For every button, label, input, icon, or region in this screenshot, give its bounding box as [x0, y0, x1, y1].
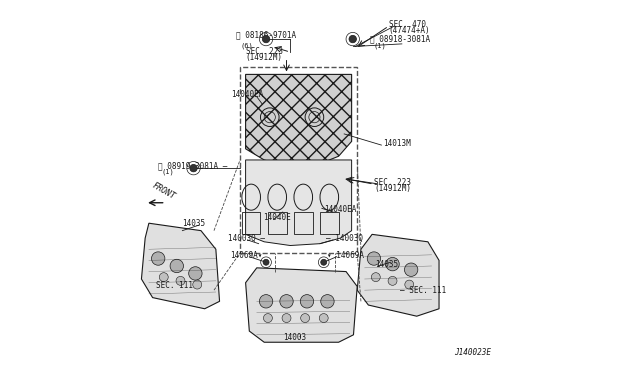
Text: SEC. 223: SEC. 223 — [374, 178, 411, 187]
Circle shape — [404, 263, 418, 276]
Circle shape — [405, 280, 413, 289]
Text: ▾ 14069A: ▾ 14069A — [326, 251, 364, 260]
Polygon shape — [246, 160, 351, 246]
Circle shape — [321, 259, 326, 265]
Circle shape — [349, 35, 356, 43]
Polygon shape — [246, 74, 351, 167]
Text: 14040EA: 14040EA — [231, 90, 263, 99]
Circle shape — [176, 276, 185, 285]
Bar — [320, 212, 339, 234]
Circle shape — [371, 273, 380, 282]
Text: (6): (6) — [241, 43, 253, 49]
Circle shape — [319, 314, 328, 323]
Text: 14013M: 14013M — [383, 139, 411, 148]
Text: Ⓑ 08186-9701A: Ⓑ 08186-9701A — [236, 31, 296, 40]
Text: Ⓝ 08918-3081A: Ⓝ 08918-3081A — [370, 35, 430, 44]
Text: SEC. 111: SEC. 111 — [156, 281, 193, 290]
Circle shape — [189, 267, 202, 280]
Text: 14040EA: 14040EA — [324, 205, 356, 214]
Bar — [294, 212, 312, 234]
Circle shape — [367, 252, 381, 265]
Circle shape — [301, 314, 310, 323]
Polygon shape — [357, 234, 439, 316]
Circle shape — [388, 276, 397, 285]
Text: 14003Q ―: 14003Q ― — [228, 234, 265, 243]
Circle shape — [321, 295, 334, 308]
Bar — [242, 212, 260, 234]
Circle shape — [280, 295, 293, 308]
Text: 14035: 14035 — [375, 260, 398, 269]
Circle shape — [159, 273, 168, 282]
Text: (47474+A): (47474+A) — [389, 26, 431, 35]
Circle shape — [386, 257, 399, 271]
Text: (14912M): (14912M) — [246, 53, 283, 62]
Circle shape — [152, 252, 165, 265]
Text: 14035: 14035 — [182, 219, 205, 228]
Circle shape — [282, 314, 291, 323]
Text: 14040E: 14040E — [264, 213, 291, 222]
Text: FRONT: FRONT — [151, 180, 177, 201]
Circle shape — [300, 295, 314, 308]
Text: SEC. 470: SEC. 470 — [389, 20, 426, 29]
Bar — [240, 67, 357, 253]
Text: (1): (1) — [374, 42, 387, 49]
Polygon shape — [246, 268, 357, 342]
Text: 14003: 14003 — [283, 333, 306, 342]
Text: J140023E: J140023E — [454, 348, 491, 357]
Text: (14912M): (14912M) — [374, 184, 411, 193]
Circle shape — [264, 314, 273, 323]
Text: Ⓝ 08919-3081A ―: Ⓝ 08919-3081A ― — [158, 161, 228, 170]
Text: SEC. 223: SEC. 223 — [246, 47, 283, 56]
Text: — SEC. 111: — SEC. 111 — [400, 286, 446, 295]
Circle shape — [170, 259, 184, 273]
Circle shape — [190, 164, 197, 172]
Text: (1): (1) — [162, 169, 175, 175]
Polygon shape — [141, 223, 220, 309]
Circle shape — [263, 259, 269, 265]
Circle shape — [259, 295, 273, 308]
Bar — [268, 212, 287, 234]
Text: 14069A▾: 14069A▾ — [230, 251, 262, 260]
Circle shape — [193, 280, 202, 289]
Circle shape — [262, 35, 270, 43]
Text: ― 14003Q: ― 14003Q — [326, 234, 363, 243]
